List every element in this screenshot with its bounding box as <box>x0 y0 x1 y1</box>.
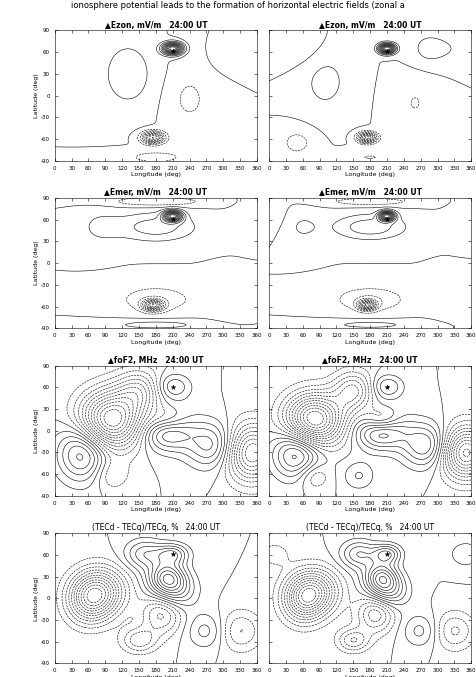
Y-axis label: Latitude (deg): Latitude (deg) <box>34 576 40 621</box>
X-axis label: Longitude (deg): Longitude (deg) <box>345 507 395 512</box>
Title: ▲Emer, mV/m   24:00 UT: ▲Emer, mV/m 24:00 UT <box>318 188 422 197</box>
Text: ionosphere potential leads to the formation of horizontal electric fields (zonal: ionosphere potential leads to the format… <box>71 1 405 10</box>
Title: ▲Emer, mV/m   24:00 UT: ▲Emer, mV/m 24:00 UT <box>104 188 208 197</box>
Title: (TECd - TECq)/TECq, %   24:00 UT: (TECd - TECq)/TECq, % 24:00 UT <box>92 523 220 532</box>
Title: ▲foF2, MHz   24:00 UT: ▲foF2, MHz 24:00 UT <box>322 356 418 365</box>
X-axis label: Longitude (deg): Longitude (deg) <box>131 675 181 677</box>
X-axis label: Longitude (deg): Longitude (deg) <box>345 340 395 345</box>
X-axis label: Longitude (deg): Longitude (deg) <box>131 172 181 177</box>
X-axis label: Longitude (deg): Longitude (deg) <box>345 172 395 177</box>
Y-axis label: Latitude (deg): Latitude (deg) <box>34 408 40 453</box>
X-axis label: Longitude (deg): Longitude (deg) <box>131 340 181 345</box>
X-axis label: Longitude (deg): Longitude (deg) <box>345 675 395 677</box>
Y-axis label: Latitude (deg): Latitude (deg) <box>34 73 40 118</box>
X-axis label: Longitude (deg): Longitude (deg) <box>131 507 181 512</box>
Title: ▲Ezon, mV/m   24:00 UT: ▲Ezon, mV/m 24:00 UT <box>105 21 207 30</box>
Title: ▲foF2, MHz   24:00 UT: ▲foF2, MHz 24:00 UT <box>108 356 204 365</box>
Title: (TECd - TECq)/TECq, %   24:00 UT: (TECd - TECq)/TECq, % 24:00 UT <box>306 523 434 532</box>
Y-axis label: Latitude (deg): Latitude (deg) <box>34 241 40 286</box>
Title: ▲Ezon, mV/m   24:00 UT: ▲Ezon, mV/m 24:00 UT <box>319 21 421 30</box>
